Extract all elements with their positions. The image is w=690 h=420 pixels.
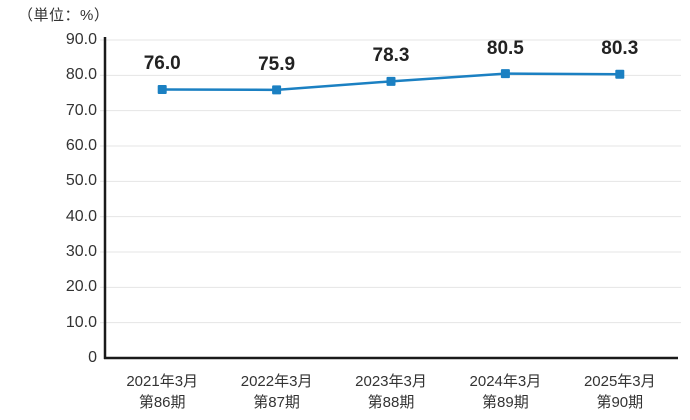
y-tick-label: 40.0: [65, 207, 97, 225]
data-label: 80.5: [486, 37, 524, 59]
data-point-marker: [500, 69, 510, 79]
x-tick-label-line: 第87期: [253, 394, 300, 411]
x-tick-label-line: 2024年3月: [469, 373, 542, 390]
x-tick-label-line: 2025年3月: [583, 373, 656, 390]
y-tick-label: 0: [88, 349, 97, 366]
x-tick-label: 2024年3月 第89期: [435, 371, 575, 413]
y-tick-label: 50.0: [65, 172, 97, 190]
x-tick-label-line: 第90期: [596, 394, 644, 411]
y-tick-label: 60.0: [65, 137, 97, 154]
x-tick-label: 2021年3月 第86期: [92, 371, 232, 413]
data-point-marker: [615, 69, 625, 79]
data-label: 76.0: [143, 53, 181, 75]
y-tick-label: 80.0: [65, 66, 97, 84]
x-tick-label-line: 第86期: [138, 394, 186, 411]
x-tick-label-line: 2022年3月: [240, 373, 313, 390]
y-tick-label: 20.0: [65, 278, 97, 296]
y-tick-label: 10.0: [65, 313, 97, 331]
data-point-marker: [157, 84, 167, 94]
data-point-marker: [272, 85, 282, 95]
x-tick-label-line: 第89期: [482, 394, 529, 411]
data-label: 78.3: [372, 45, 410, 67]
data-label: 80.3: [601, 38, 639, 60]
x-tick-label: 2022年3月 第87期: [207, 371, 347, 413]
x-tick-label: 2023年3月 第88期: [321, 371, 461, 413]
y-tick-label: 70.0: [65, 101, 97, 119]
data-point-marker: [386, 76, 396, 86]
x-tick-label: 2025年3月 第90期: [550, 371, 690, 413]
x-tick-label-line: 第88期: [367, 394, 415, 411]
y-tick-label: 30.0: [65, 243, 97, 260]
unit-label: （単位：%）: [18, 7, 110, 24]
x-tick-label-line: 2023年3月: [355, 373, 427, 390]
y-tick-label: 90.0: [65, 31, 97, 48]
data-label: 75.9: [258, 53, 296, 75]
x-tick-label-line: 2021年3月: [126, 373, 199, 390]
